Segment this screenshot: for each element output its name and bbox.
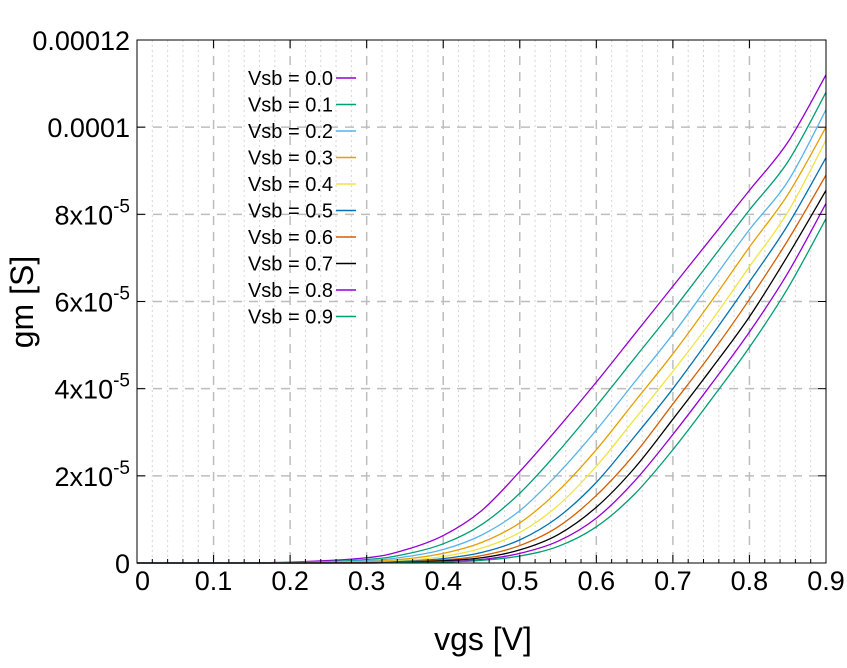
x-axis-label: vgs [V] [434, 621, 532, 657]
legend-label: Vsb = 0.7 [248, 254, 333, 276]
x-tick-label: 0.9 [807, 566, 845, 596]
x-tick-label: 0 [135, 566, 150, 596]
legend-label: Vsb = 0.2 [248, 121, 333, 143]
legend-label: Vsb = 0.3 [248, 148, 333, 170]
legend-item: Vsb = 0.2 [248, 121, 356, 143]
legend-item: Vsb = 0.0 [248, 68, 356, 90]
legend-item: Vsb = 0.3 [248, 148, 356, 170]
series-line-0 [136, 74, 827, 564]
y-tick-label: 0.00012 [32, 26, 130, 56]
legend-label: Vsb = 0.5 [248, 201, 333, 223]
x-tick-label: 0.3 [348, 566, 386, 596]
y-tick-label: 0.0001 [47, 113, 130, 143]
x-tick-label: 0.6 [578, 566, 616, 596]
y-tick-labels: 0 2x10-5 4x10-5 6x10-5 8x10-5 0.0001 0.00012 [32, 26, 130, 579]
x-tick-label: 0.1 [195, 566, 233, 596]
legend-item: Vsb = 0.5 [248, 201, 356, 223]
legend-label: Vsb = 0.8 [248, 280, 333, 302]
legend-label: Vsb = 0.0 [248, 68, 333, 90]
x-tick-label: 0.8 [731, 566, 769, 596]
legend-label: Vsb = 0.6 [248, 227, 333, 249]
y-axis-label: gm [S] [4, 256, 40, 348]
x-tick-label: 0.2 [271, 566, 309, 596]
legend-item: Vsb = 0.9 [248, 307, 356, 329]
legend-label: Vsb = 0.9 [248, 307, 333, 329]
legend-item: Vsb = 0.1 [248, 95, 356, 117]
legend-item: Vsb = 0.6 [248, 227, 356, 249]
x-tick-label: 0.4 [424, 566, 462, 596]
y-tick-label: 2x10-5 [55, 458, 130, 492]
legend-label: Vsb = 0.1 [248, 95, 333, 117]
x-tick-labels: 0 0.1 0.2 0.3 0.4 0.5 0.6 0.7 0.8 0.9 [135, 566, 845, 596]
legend: Vsb = 0.0 Vsb = 0.1 Vsb = 0.2 Vsb = 0.3 Vsb … [248, 68, 356, 329]
legend-item: Vsb = 0.4 [248, 174, 356, 196]
y-tick-label: 4x10-5 [55, 371, 130, 405]
x-tick-label: 0.7 [654, 566, 692, 596]
y-tick-label: 6x10-5 [55, 284, 130, 318]
legend-item: Vsb = 0.7 [248, 254, 356, 276]
y-tick-label: 0 [115, 549, 130, 579]
legend-item: Vsb = 0.8 [248, 280, 356, 302]
legend-label: Vsb = 0.4 [248, 174, 333, 196]
major-grid [137, 40, 826, 563]
axis-ticks [136, 39, 827, 564]
x-tick-label: 0.5 [501, 566, 539, 596]
y-tick-label: 8x10-5 [55, 196, 130, 230]
